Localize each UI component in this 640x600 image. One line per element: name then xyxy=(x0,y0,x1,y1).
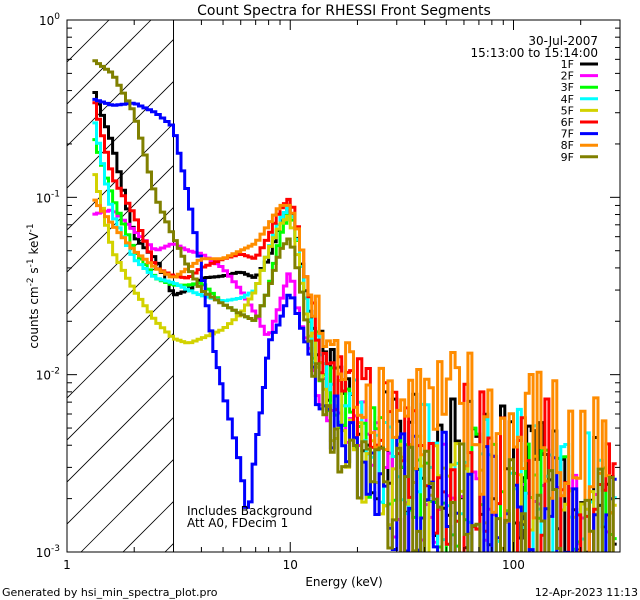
annotation-attenuator: Att A0, FDecim 1 xyxy=(187,516,288,530)
x-tick-label: 10 xyxy=(283,558,298,572)
legend-label: 7F xyxy=(561,128,574,141)
plot-frame xyxy=(66,19,621,553)
y-tick-label: 10-3 xyxy=(36,544,60,560)
legend-label: 3F xyxy=(561,81,574,94)
legend-label: 9F xyxy=(561,151,574,164)
observation-date: 30-Jul-2007 xyxy=(528,34,598,48)
y-axis: 100 10-1 10-2 10-3 xyxy=(36,12,620,560)
legend-label: 5F xyxy=(561,104,574,117)
legend-label: 2F xyxy=(561,70,574,83)
series-9f xyxy=(92,59,615,552)
legend-label: 6F xyxy=(561,116,574,129)
series-lines xyxy=(92,59,617,552)
y-axis-label: counts cm-2 s-1 keV-1 xyxy=(26,223,41,348)
x-tick-label: 1 xyxy=(63,558,71,572)
series-8f xyxy=(92,198,615,552)
y-tick-label: 10-2 xyxy=(36,367,60,383)
y-tick-label: 100 xyxy=(39,12,60,28)
legend-label: 4F xyxy=(561,93,574,106)
legend-label: 1F xyxy=(561,58,574,71)
annotation-background: Includes Background xyxy=(187,504,312,518)
series-7f xyxy=(92,97,617,552)
y-tick-label: 10-1 xyxy=(36,189,60,205)
legend-label: 8F xyxy=(561,139,574,152)
x-tick-label: 100 xyxy=(502,558,525,572)
x-axis: 1 10 100 xyxy=(63,20,621,572)
footer-generated-by: Generated by hsi_min_spectra_plot.pro xyxy=(2,586,218,599)
chart-title: Count Spectra for RHESSI Front Segments xyxy=(197,3,491,19)
x-axis-label: Energy (keV) xyxy=(305,575,382,589)
time-range: 15:13:00 to 15:14:00 xyxy=(471,46,598,60)
footer-timestamp: 12-Apr-2023 11:13 xyxy=(535,586,638,599)
